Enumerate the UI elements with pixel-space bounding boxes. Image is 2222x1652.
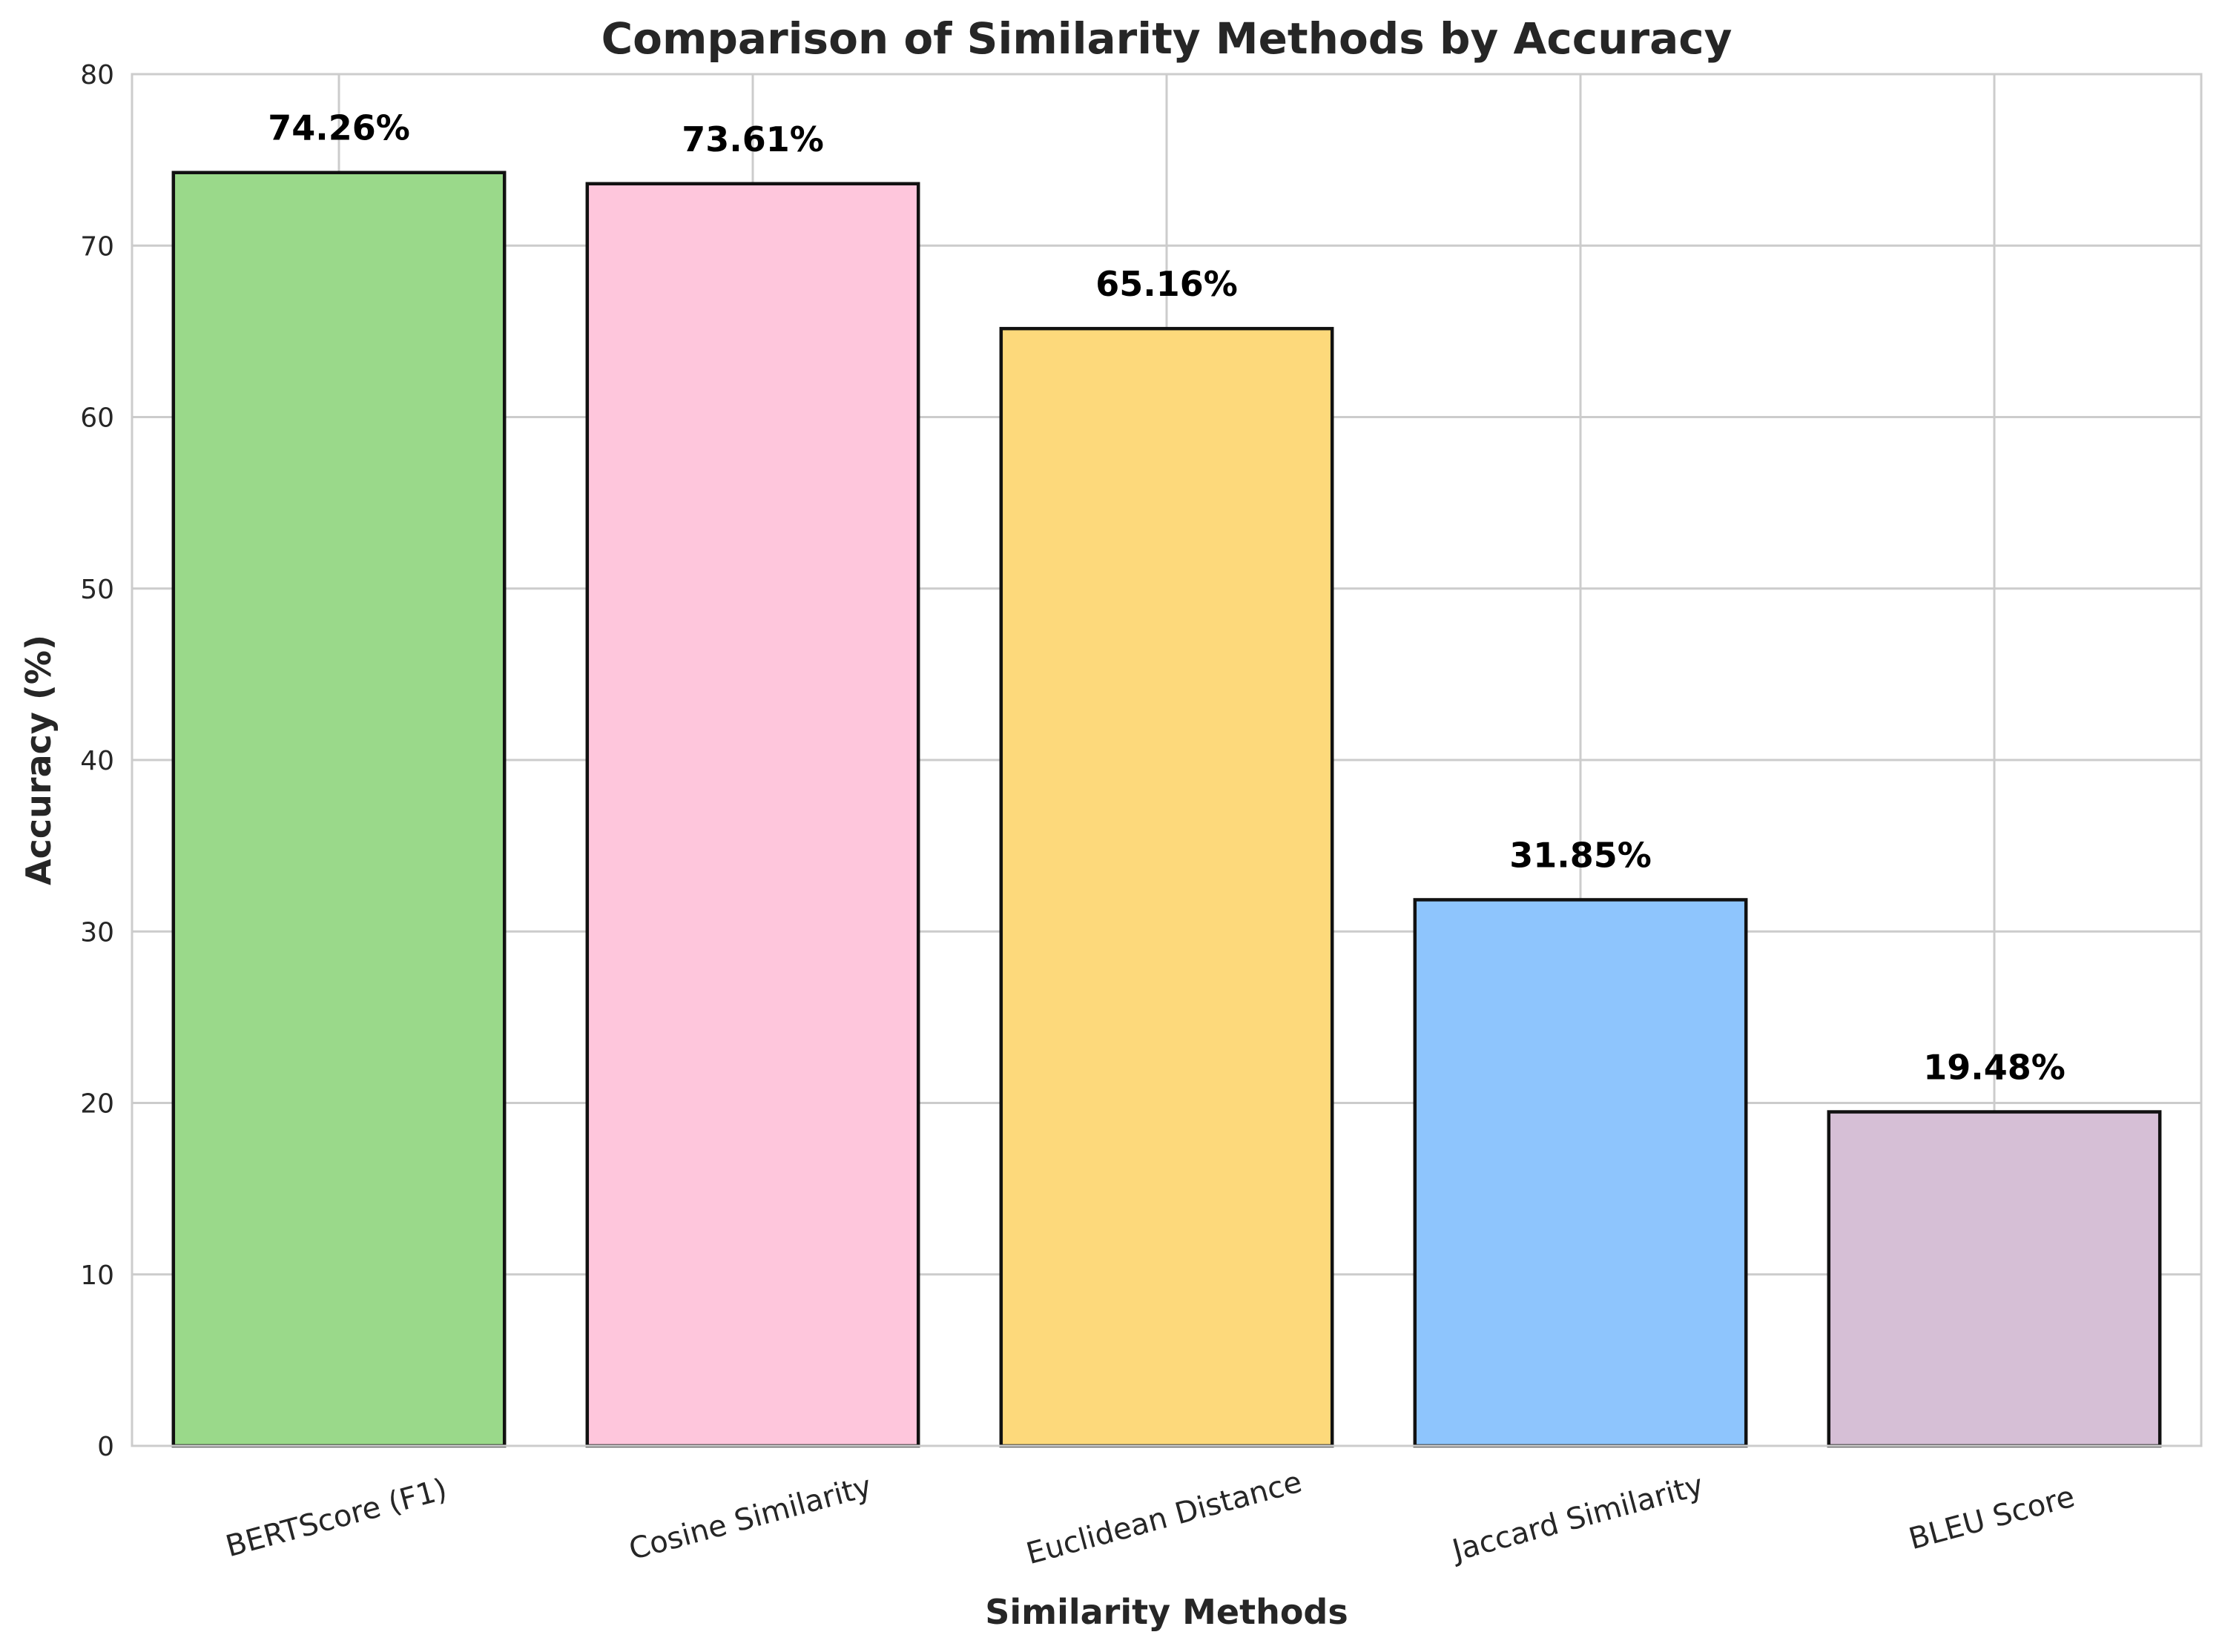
chart-title: Comparison of Similarity Methods by Accu… — [601, 13, 1733, 64]
bar — [1413, 898, 1748, 1448]
bar-layer — [171, 171, 2162, 1448]
x-tick-label: Cosine Similarity — [625, 1470, 875, 1567]
value-label: 31.85% — [1509, 835, 1652, 875]
value-label: 74.26% — [268, 108, 410, 148]
bar — [171, 171, 507, 1448]
value-labels: 74.26% 73.61% 65.16% 31.85% 19.48% — [268, 108, 2066, 1088]
y-tick-label: 10 — [80, 1261, 114, 1291]
y-tick-labels: 0 10 20 30 40 50 60 70 80 — [80, 60, 114, 1462]
value-label: 19.48% — [1923, 1048, 2066, 1088]
y-tick-label: 50 — [80, 575, 114, 605]
y-tick-label: 40 — [80, 746, 114, 776]
y-tick-label: 80 — [80, 60, 114, 90]
y-axis-label: Accuracy (%) — [19, 635, 59, 885]
x-tick-label: BERTScore (F1) — [222, 1473, 451, 1565]
bar — [585, 182, 920, 1448]
x-tick-label: BLEU Score — [1905, 1480, 2078, 1557]
y-tick-label: 60 — [80, 403, 114, 434]
y-tick-label: 20 — [80, 1089, 114, 1120]
y-tick-label: 30 — [80, 917, 114, 948]
plot-frame — [131, 73, 2203, 1447]
x-tick-label: Euclidean Distance — [1023, 1465, 1305, 1571]
x-tick-label: Jaccard Similarity — [1447, 1468, 1707, 1568]
value-label: 65.16% — [1095, 264, 1238, 304]
value-label: 73.61% — [682, 119, 824, 159]
bar — [999, 326, 1334, 1448]
x-axis-label: Similarity Methods — [985, 1592, 1348, 1632]
y-tick-label: 0 — [97, 1432, 114, 1462]
y-tick-label: 70 — [80, 231, 114, 262]
bar — [1827, 1110, 2162, 1448]
x-tick-labels: BERTScore (F1) Cosine Similarity Euclidean… — [222, 1465, 2079, 1571]
